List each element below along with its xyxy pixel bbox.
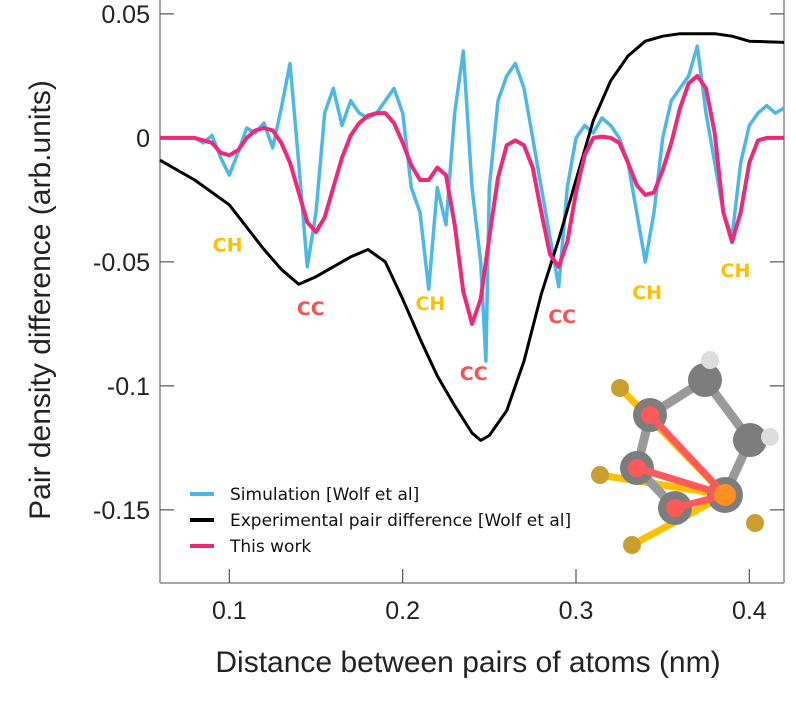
x-tick-label: 0.2	[385, 597, 420, 625]
annotation-ch-label: CH	[632, 282, 662, 304]
legend-label: Experimental pair difference [Wolf et al…	[230, 511, 571, 531]
experimental-line	[159, 32, 785, 442]
y-tick-label: -0.05	[93, 249, 150, 277]
series-group	[159, 32, 785, 442]
annotation-ch-label: CH	[213, 235, 243, 257]
y-tick-label: -0.1	[107, 373, 150, 401]
legend-label: This work	[229, 537, 311, 557]
annotations: CH CC CH CC CC CH CH	[213, 235, 751, 385]
y-tick-label: 0.05	[101, 1, 150, 29]
x-tick-label: 0.1	[212, 597, 247, 625]
x-tick-label: 0.4	[732, 597, 767, 625]
this-work-line	[160, 73, 784, 326]
y-tick-label: 0	[136, 125, 150, 153]
x-tick-label: 0.3	[559, 597, 594, 625]
y-tick-label: -0.15	[93, 497, 150, 525]
x-axis-label: Distance between pairs of atoms (nm)	[215, 646, 720, 679]
annotation-cc-label: CC	[460, 363, 488, 385]
annotation-cc-label: CC	[548, 306, 576, 328]
annotation-ch-label: CH	[721, 260, 751, 282]
molecule-illustration	[591, 351, 779, 554]
legend-label: Simulation [Wolf et al]	[230, 485, 419, 505]
annotation-cc-label: CC	[297, 298, 325, 320]
axes: 0.1 0.2 0.3 0.4 0.05 0 -0.05 -0.1 -0.15 Distance …	[24, 0, 785, 679]
legend: Simulation [Wolf et al] Experimental pair…	[190, 485, 571, 557]
y-axis-label: Pair density difference (arb.units)	[24, 80, 57, 520]
annotation-ch-label: CH	[415, 293, 445, 315]
simulation-line	[160, 44, 785, 363]
